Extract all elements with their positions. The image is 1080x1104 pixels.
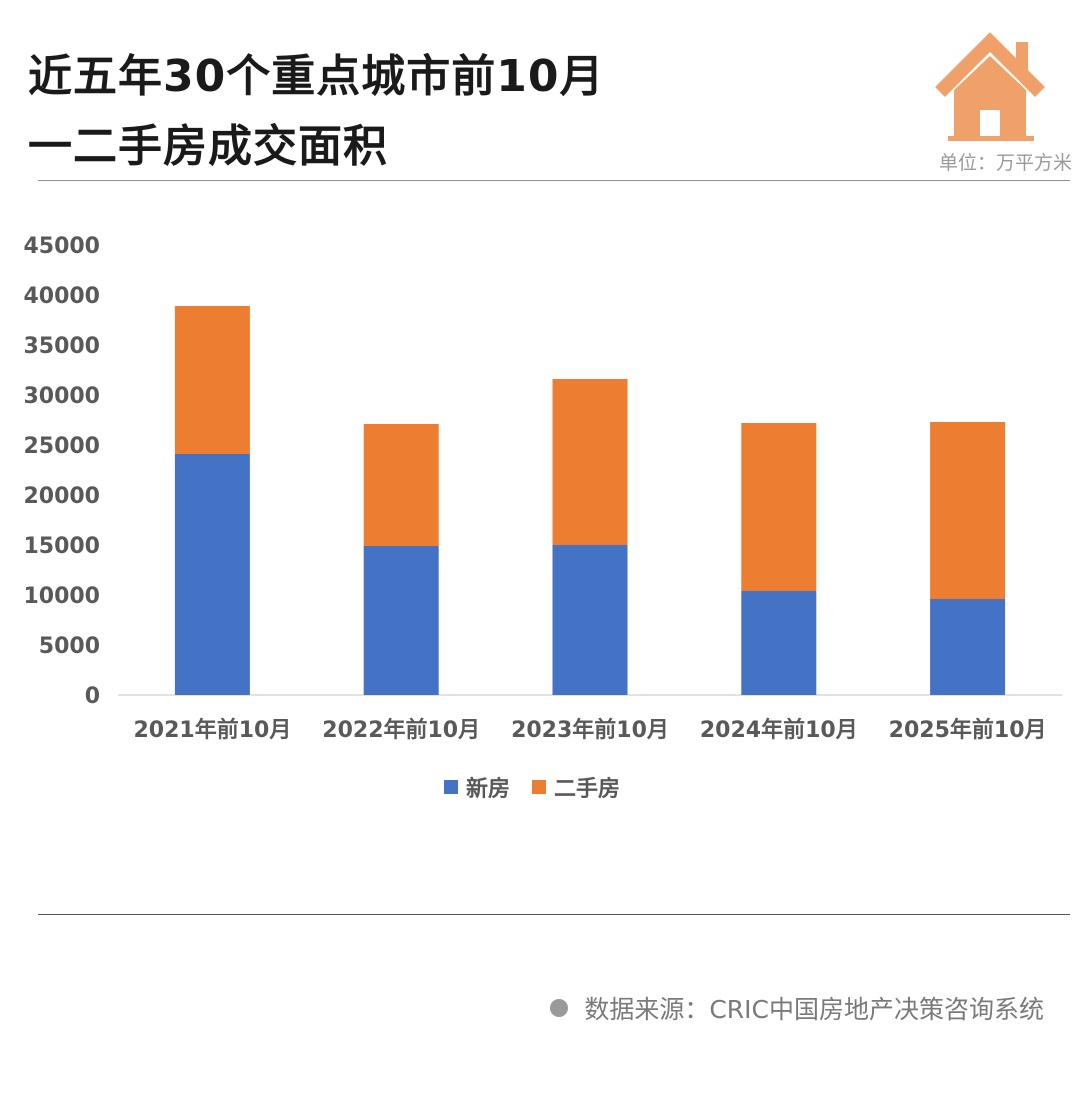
stacked-bar-chart: 0 5000 10000 15000 20000 25000 30000 35000 40000…: [23, 234, 1062, 802]
bars-group: [174, 306, 1006, 695]
bullet-dot-icon: [550, 999, 569, 1017]
footer-divider: [38, 914, 1070, 915]
y-tick-label: 30000: [23, 384, 100, 409]
y-tick-label: 40000: [23, 284, 100, 309]
chart-title-line-1: 近五年30个重点城市前10月: [28, 51, 605, 102]
source-note: 数据来源：CRIC中国房地产决策咨询系统: [550, 990, 1044, 1026]
bar-new-housing-5: [930, 599, 1006, 695]
legend-new-housing-swatch: [444, 780, 458, 794]
bar-new-housing-4: [741, 591, 817, 695]
bar-new-housing-2: [363, 546, 439, 695]
y-tick-label: 15000: [23, 534, 100, 559]
y-axis-ticks: 0 5000 10000 15000 20000 25000 30000 35000 40000…: [23, 234, 100, 709]
legend-second-hand-label: 二手房: [554, 776, 620, 802]
y-tick-label: 25000: [23, 434, 100, 459]
source-text: 数据来源：CRIC中国房地产决策咨询系统: [584, 995, 1044, 1024]
x-tick-label: 2024年前10月: [700, 717, 858, 743]
x-axis-labels: 2021年前10月 2022年前10月 2023年前10月 2024年前10月 2025…: [133, 717, 1046, 743]
bar-second-hand-1: [174, 306, 250, 454]
bar-second-hand-4: [741, 423, 817, 591]
legend-second-hand-swatch: [532, 780, 546, 794]
y-tick-label: 20000: [23, 484, 100, 509]
y-tick-label: 10000: [23, 584, 100, 609]
x-tick-label: 2023年前10月: [511, 717, 669, 743]
chart-title-line-2: 一二手房成交面积: [28, 121, 388, 172]
house-icon: [935, 32, 1045, 141]
x-tick-label: 2022年前10月: [322, 717, 480, 743]
bar-second-hand-2: [363, 424, 439, 546]
header-divider: [38, 180, 1070, 181]
legend-new-housing-label: 新房: [466, 776, 510, 802]
y-tick-label: 0: [85, 684, 100, 709]
bar-new-housing-3: [552, 545, 628, 695]
bar-second-hand-5: [930, 422, 1006, 599]
bar-new-housing-1: [174, 454, 250, 695]
y-tick-label: 45000: [23, 234, 100, 259]
x-tick-label: 2025年前10月: [889, 717, 1047, 743]
chart-legend: 新房 二手房: [444, 776, 620, 802]
y-tick-label: 5000: [39, 634, 100, 659]
bar-second-hand-3: [552, 379, 628, 545]
unit-label: 单位：万平方米: [938, 152, 1072, 174]
y-tick-label: 35000: [23, 334, 100, 359]
x-tick-label: 2021年前10月: [133, 717, 291, 743]
